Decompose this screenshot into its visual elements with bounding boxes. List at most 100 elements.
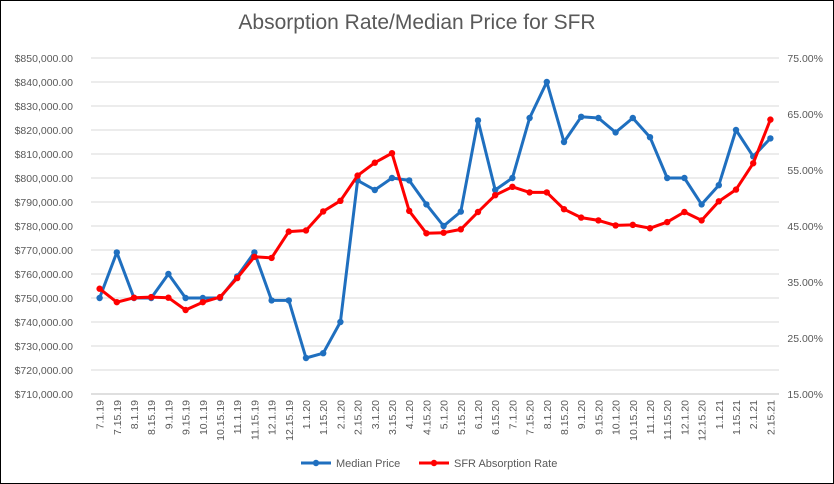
- median-price-point: [320, 350, 327, 357]
- median-price-point: [664, 174, 671, 182]
- x-tick-label: 9.15.20: [593, 400, 605, 435]
- x-tick-label: 4.1.20: [404, 400, 416, 429]
- median-price-point: [371, 186, 378, 194]
- median-price-point: [96, 294, 103, 302]
- x-tick-label: 7.1.19: [95, 400, 107, 429]
- sfr-absorption-rate-point: [492, 192, 499, 199]
- y-right-tick-label: 25.00%: [787, 333, 823, 345]
- median-price-point: [268, 297, 275, 304]
- sfr-absorption-rate-point: [560, 206, 568, 213]
- y-left-tick-label: $720,000.00: [15, 365, 74, 377]
- sfr-absorption-rate-point: [767, 116, 774, 123]
- x-tick-label: 3.1.20: [370, 400, 382, 429]
- median-price-point: [113, 249, 121, 256]
- sfr-absorption-rate-point: [388, 150, 396, 157]
- median-price-point: [423, 201, 430, 208]
- median-price-point: [457, 208, 464, 215]
- x-tick-label: 8.1.20: [542, 400, 554, 429]
- x-tick-label: 6.15.20: [490, 400, 502, 435]
- x-tick-label: 2.15.21: [765, 400, 777, 435]
- x-tick-label: 5.15.20: [456, 400, 468, 435]
- median-price-point: [698, 201, 705, 208]
- y-left-tick-label: $800,000.00: [15, 173, 74, 185]
- sfr-absorption-rate-point: [681, 208, 688, 216]
- x-tick-label: 10.15.20: [628, 400, 640, 441]
- x-tick-label: 2.15.20: [353, 400, 365, 435]
- sfr-absorption-rate-point: [165, 294, 172, 301]
- y-left-tick-label: $740,000.00: [15, 317, 74, 329]
- sfr-absorption-rate-point: [595, 217, 602, 224]
- sfr-absorption-rate-point: [629, 221, 636, 229]
- x-tick-label: 8.15.20: [559, 400, 571, 435]
- median-price-point: [251, 249, 258, 256]
- median-price-point: [337, 318, 344, 326]
- y-right-tick-label: 55.00%: [787, 165, 823, 177]
- median-price-point: [492, 186, 499, 194]
- x-tick-label: 1.1.20: [301, 400, 313, 429]
- y-right-tick-label: 15.00%: [787, 389, 823, 401]
- y-left-tick-label: $840,000.00: [15, 77, 74, 89]
- sfr-absorption-rate-point: [216, 293, 224, 301]
- median-price-point: [715, 182, 722, 189]
- y-right-tick-label: 45.00%: [787, 221, 823, 233]
- x-tick-label: 7.15.19: [112, 400, 124, 435]
- y-left-tick-label: $790,000.00: [15, 197, 74, 209]
- x-tick-label: 2.1.21: [748, 400, 760, 429]
- sfr-absorption-rate-point: [371, 159, 378, 166]
- x-tick-label: 8.15.19: [146, 400, 158, 435]
- y-left-tick-label: $810,000.00: [15, 149, 74, 161]
- sfr-absorption-rate-point: [423, 230, 430, 237]
- sfr-absorption-rate-point: [664, 218, 671, 226]
- x-tick-label: 11.1.19: [232, 400, 244, 434]
- sfr-absorption-rate-point: [302, 227, 310, 234]
- sfr-absorption-rate-point: [354, 172, 361, 179]
- median-price-point: [578, 113, 585, 121]
- y-left-tick-label: $730,000.00: [15, 341, 74, 353]
- y-left-tick-label: $780,000.00: [15, 221, 74, 233]
- sfr-absorption-rate-point: [96, 285, 103, 292]
- x-tick-label: 12.15.20: [697, 400, 709, 441]
- sfr-absorption-rate-point: [285, 228, 292, 235]
- median-price-point: [302, 354, 310, 362]
- sfr-absorption-rate-point: [715, 198, 722, 205]
- x-tick-label: 9.1.19: [163, 400, 175, 429]
- median-price-point: [629, 114, 636, 122]
- median-price-point: [509, 174, 516, 182]
- sfr-absorption-rate-point: [199, 298, 206, 306]
- sfr-absorption-rate-point: [698, 217, 705, 224]
- x-tick-label: 4.15.20: [421, 400, 433, 435]
- x-tick-label: 3.15.20: [387, 400, 399, 435]
- sfr-absorption-rate-point: [251, 253, 258, 260]
- sfr-absorption-rate-line: [98, 119, 772, 312]
- x-tick-label: 11.15.20: [662, 400, 674, 440]
- median-price-point: [595, 114, 602, 122]
- x-tick-label: 12.1.19: [267, 400, 279, 435]
- y-left-tick-label: $710,000.00: [15, 389, 74, 401]
- sfr-absorption-rate-point: [337, 197, 344, 204]
- sfr-absorption-rate-point: [457, 226, 464, 233]
- x-tick-label: 10.15.19: [215, 400, 227, 441]
- x-tick-label: 12.15.19: [284, 400, 296, 441]
- sfr-absorption-rate-point: [113, 298, 121, 306]
- y-right-tick-label: 65.00%: [787, 109, 823, 121]
- x-tick-label: 7.15.20: [525, 400, 537, 435]
- y-left-tick-label: $770,000.00: [15, 245, 74, 257]
- x-tick-label: 6.1.20: [473, 400, 485, 429]
- sfr-absorption-rate-point: [406, 207, 413, 215]
- median-price-point: [285, 297, 292, 304]
- sfr-absorption-rate-point: [182, 306, 189, 314]
- sfr-absorption-rate-point: [750, 160, 757, 167]
- x-tick-label: 5.1.20: [439, 400, 451, 429]
- median-price-point: [474, 117, 482, 124]
- median-price-line: [98, 80, 772, 360]
- sfr-absorption-rate-point: [526, 189, 533, 196]
- median-price-legend-label: Median Price: [336, 458, 400, 470]
- sfr-absorption-rate-point: [320, 208, 327, 215]
- y-left-tick-label: $820,000.00: [15, 125, 74, 137]
- median-price-legend-marker: [312, 459, 320, 467]
- y-left-tick-label: $760,000.00: [15, 269, 74, 281]
- sfr-absorption-rate-point: [612, 222, 619, 229]
- median-price-point: [612, 129, 619, 136]
- sfr-absorption-rate-point: [268, 254, 275, 262]
